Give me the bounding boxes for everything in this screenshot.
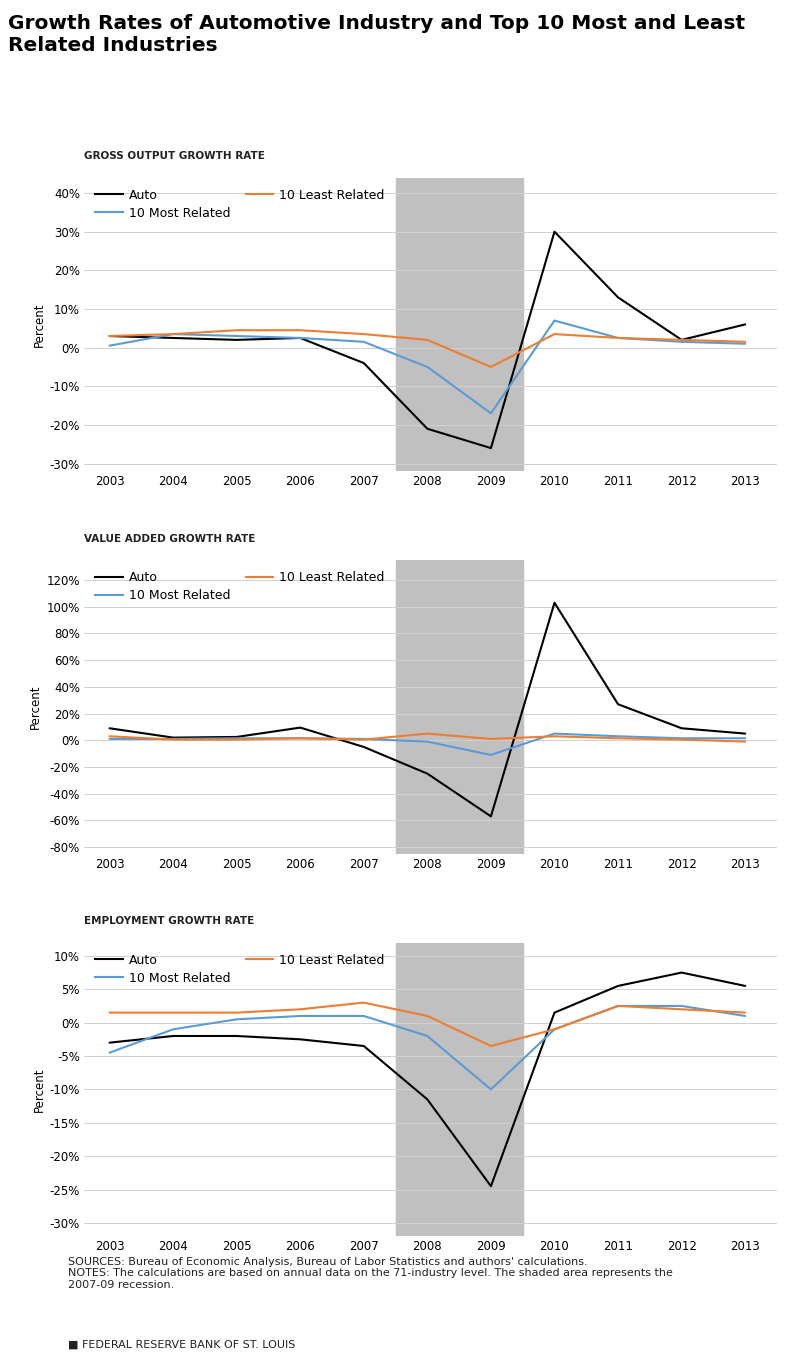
Y-axis label: Percent: Percent: [32, 1067, 46, 1112]
Bar: [396, 560, 523, 854]
Y-axis label: Percent: Percent: [30, 684, 42, 729]
Text: SOURCES: Bureau of Economic Analysis, Bureau of Labor Statistics and authors' ca: SOURCES: Bureau of Economic Analysis, Bu…: [68, 1257, 673, 1290]
Text: EMPLOYMENT GROWTH RATE: EMPLOYMENT GROWTH RATE: [84, 917, 255, 926]
Bar: [396, 178, 523, 471]
Text: ■ FEDERAL RESERVE BANK OF ST. LOUIS: ■ FEDERAL RESERVE BANK OF ST. LOUIS: [68, 1340, 296, 1350]
Legend: Auto, 10 Most Related, 10 Least Related: Auto, 10 Most Related, 10 Least Related: [91, 949, 390, 990]
Text: Growth Rates of Automotive Industry and Top 10 Most and Least
Related Industries: Growth Rates of Automotive Industry and …: [8, 14, 745, 55]
Legend: Auto, 10 Most Related, 10 Least Related: Auto, 10 Most Related, 10 Least Related: [91, 184, 390, 225]
Y-axis label: Percent: Percent: [32, 302, 46, 347]
Text: GROSS OUTPUT GROWTH RATE: GROSS OUTPUT GROWTH RATE: [84, 152, 265, 161]
Bar: [396, 943, 523, 1236]
Text: VALUE ADDED GROWTH RATE: VALUE ADDED GROWTH RATE: [84, 534, 256, 544]
Legend: Auto, 10 Most Related, 10 Least Related: Auto, 10 Most Related, 10 Least Related: [91, 567, 390, 608]
